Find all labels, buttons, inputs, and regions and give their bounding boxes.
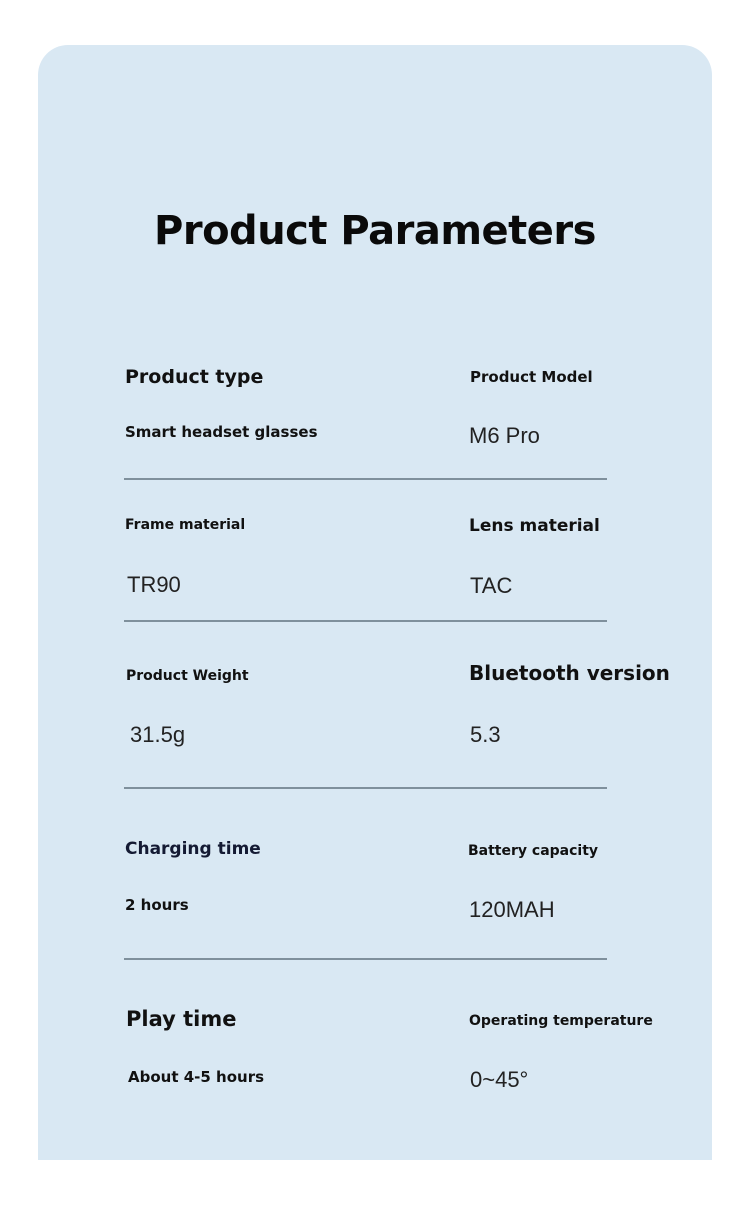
param-label: Lens material (469, 516, 600, 536)
param-label: Frame material (125, 517, 246, 533)
param-value: M6 Pro (469, 423, 540, 448)
param-value: 120MAH (469, 897, 555, 922)
param-value: 0~45° (470, 1067, 529, 1092)
param-label: Product type (125, 366, 264, 388)
param-label: Battery capacity (468, 843, 599, 859)
param-label: Product Weight (126, 668, 249, 684)
divider (124, 958, 607, 960)
param-value: TR90 (127, 572, 181, 597)
divider (124, 620, 607, 622)
param-label: Product Model (470, 368, 593, 386)
param-value: 5.3 (470, 722, 501, 747)
param-label: Operating temperature (469, 1013, 653, 1029)
param-value: Smart headset glasses (125, 423, 318, 441)
page-title: Product Parameters (154, 208, 596, 254)
divider (124, 478, 607, 480)
param-label: Play time (126, 1007, 237, 1031)
param-label: Bluetooth version (469, 661, 670, 685)
param-value: About 4-5 hours (128, 1068, 265, 1086)
param-value: 2 hours (125, 896, 189, 914)
param-value: 31.5g (130, 722, 186, 747)
divider (124, 787, 607, 789)
param-value: TAC (470, 573, 513, 598)
spec-panel (38, 45, 712, 1160)
param-label: Charging time (125, 839, 261, 859)
